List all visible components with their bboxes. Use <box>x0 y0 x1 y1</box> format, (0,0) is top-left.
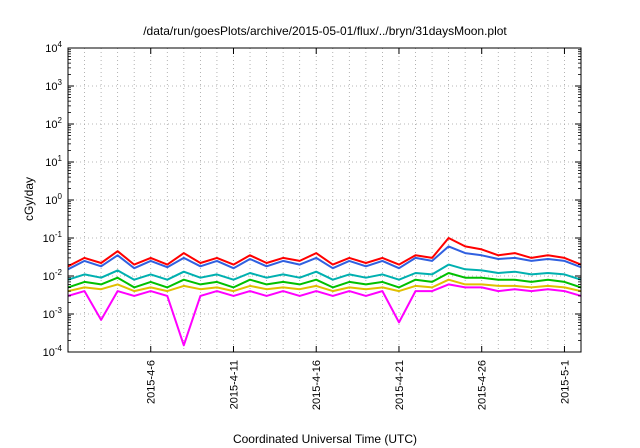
chart-title: /data/run/goesPlots/archive/2015-05-01/f… <box>143 24 507 38</box>
y-tick-label: 10-2 <box>43 268 63 283</box>
x-tick-label: 2015-4-16 <box>311 360 323 410</box>
y-tick-base: 10 <box>43 347 55 359</box>
y-tick-exponent: -2 <box>55 268 63 277</box>
x-tick-label: 2015-4-6 <box>146 360 158 404</box>
y-tick-base: 10 <box>45 81 57 93</box>
y-tick-label: 100 <box>45 192 62 207</box>
y-tick-base: 10 <box>45 195 57 207</box>
x-tick-label: 2015-4-21 <box>394 360 406 410</box>
y-axis-label: cGy/day <box>22 177 36 221</box>
series-line-5 <box>68 278 581 293</box>
y-tick-label: 10-1 <box>43 230 63 245</box>
x-axis-label: Coordinated Universal Time (UTC) <box>233 432 417 446</box>
series-line-4 <box>68 272 581 289</box>
y-tick-base: 10 <box>43 309 55 321</box>
y-tick-exponent: -3 <box>55 306 63 315</box>
x-tick-label: 2015-4-26 <box>477 360 489 410</box>
y-tick-label: 103 <box>45 78 62 93</box>
y-tick-label: 104 <box>45 40 62 55</box>
y-tick-label: 101 <box>45 154 62 169</box>
x-tick-label: 2015-4-11 <box>228 360 240 409</box>
y-tick-base: 10 <box>45 43 57 55</box>
series-line-6 <box>68 283 581 347</box>
y-tick-exponent: -4 <box>55 344 63 353</box>
y-tick-exponent: 4 <box>58 40 63 49</box>
y-tick-exponent: 3 <box>58 78 63 87</box>
series-line-2 <box>68 245 581 271</box>
y-tick-base: 10 <box>45 157 57 169</box>
series-line-1 <box>68 237 581 268</box>
series-line-3 <box>68 263 581 281</box>
x-tick-label: 2015-5-1 <box>559 360 571 404</box>
y-tick-exponent: -1 <box>55 230 63 239</box>
grid-layer <box>68 48 581 352</box>
y-tick-label: 102 <box>45 116 62 131</box>
y-tick-exponent: 0 <box>58 192 63 201</box>
y-tick-exponent: 1 <box>58 154 63 163</box>
y-tick-exponent: 2 <box>58 116 63 125</box>
y-tick-base: 10 <box>43 271 55 283</box>
y-tick-base: 10 <box>45 119 57 131</box>
y-tick-base: 10 <box>43 233 55 245</box>
y-tick-label: 10-3 <box>43 306 63 321</box>
series-layer <box>68 237 581 347</box>
y-tick-label: 10-4 <box>43 344 63 359</box>
